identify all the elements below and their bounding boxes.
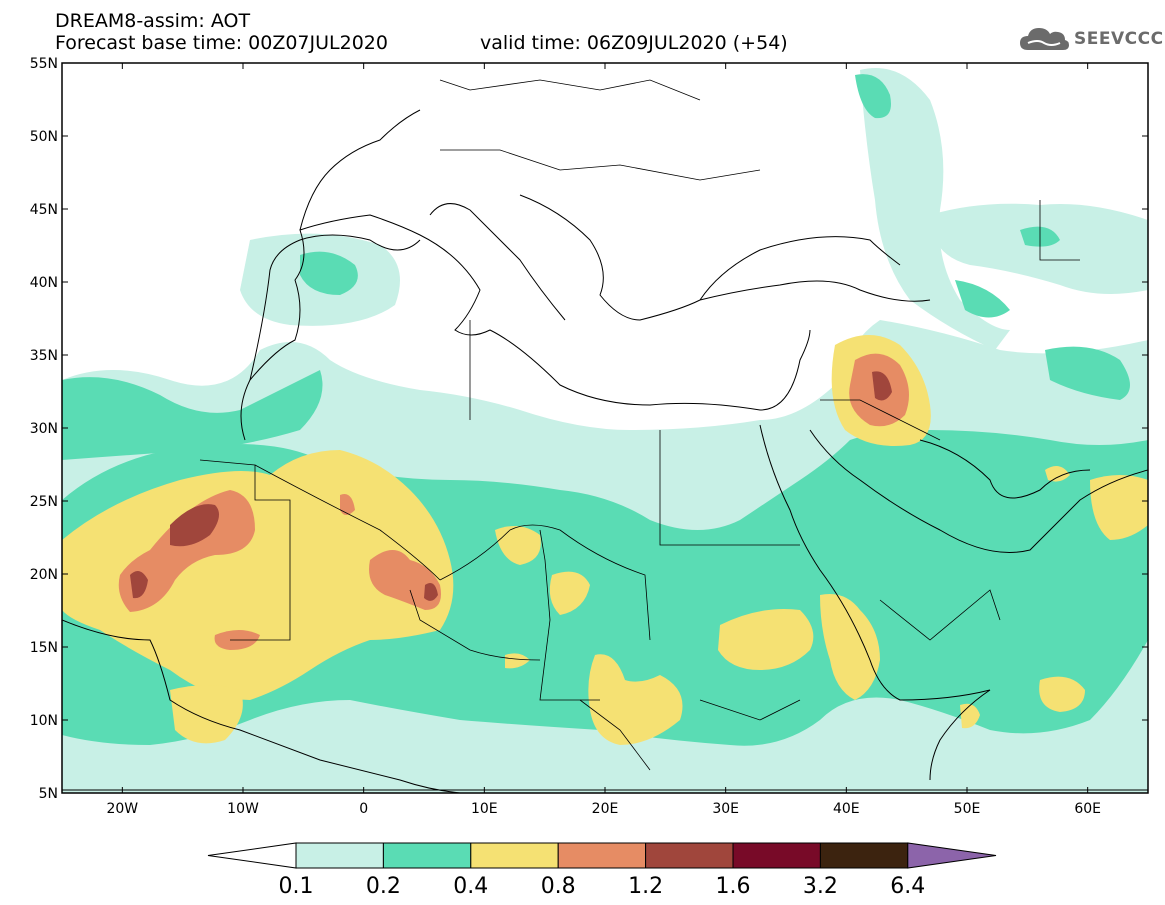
colorbar-label: 0.2 (366, 874, 401, 899)
lon-tick-label: 10E (471, 801, 498, 817)
valid-time: valid time: 06Z09JUL2020 (+54) (480, 32, 788, 54)
cloud-icon (1020, 28, 1069, 50)
colorbar-box (732, 842, 821, 869)
lon-tick-label: 0 (359, 801, 368, 817)
colorbar-low-arrow (207, 842, 297, 869)
lat-axis: 5N 10N 15N 20N 25N 30N 35N 40N 45N 50N 55N (30, 56, 1148, 802)
lat-tick-label: 55N (30, 56, 58, 72)
lon-tick-label: 60E (1074, 801, 1101, 817)
aot-band-1.2 (130, 371, 892, 601)
lon-tick-label: 10W (227, 801, 259, 817)
colorbar-high-arrow (907, 842, 997, 869)
lat-tick-label: 25N (30, 494, 58, 510)
colorbar-box (382, 842, 472, 869)
forecast-base-time: Forecast base time: 00Z07JUL2020 (55, 32, 388, 54)
aot-field (62, 63, 1148, 793)
lat-tick-label: 40N (30, 275, 58, 291)
logo-text: SEEVCCC (1074, 29, 1164, 49)
colorbar-box (557, 842, 647, 869)
lat-tick-label: 35N (30, 348, 58, 364)
lon-tick-label: 50E (954, 801, 981, 817)
lon-axis: 20W 10W 0 10E 20E 30E 40E 50E 60E (106, 63, 1101, 817)
lon-tick-label: 40E (833, 801, 860, 817)
lon-tick-label: 20E (592, 801, 619, 817)
lat-tick-label: 20N (30, 567, 58, 583)
colorbar-label: 3.2 (803, 874, 838, 899)
colorbar-label: 1.2 (628, 874, 663, 899)
country-borders (199, 79, 1080, 771)
lat-tick-label: 15N (30, 640, 58, 656)
colorbar-label: 6.4 (890, 874, 925, 899)
colorbar-box (295, 842, 384, 869)
lat-tick-label: 30N (30, 421, 58, 437)
colorbar-label: 1.6 (716, 874, 751, 899)
colorbar-box (470, 842, 559, 869)
colorbar-labels: 0.1 0.2 0.4 0.8 1.2 1.6 3.2 6.4 (279, 874, 926, 899)
colorbar-label: 0.4 (453, 874, 488, 899)
colorbar-box (819, 842, 909, 869)
colorbar-box (645, 842, 734, 869)
lon-tick-label: 30E (712, 801, 739, 817)
lat-tick-label: 5N (39, 786, 58, 802)
lat-tick-label: 45N (30, 202, 58, 218)
colorbar (207, 842, 997, 869)
lat-tick-label: 50N (30, 129, 58, 145)
colorbar-label: 0.1 (279, 874, 314, 899)
lon-tick-label: 20W (106, 801, 138, 817)
seevccc-logo: SEEVCCC (1018, 22, 1164, 56)
lat-tick-label: 10N (30, 713, 58, 729)
colorbar-label: 0.8 (541, 874, 576, 899)
map-title: DREAM8-assim: AOT (55, 10, 251, 32)
